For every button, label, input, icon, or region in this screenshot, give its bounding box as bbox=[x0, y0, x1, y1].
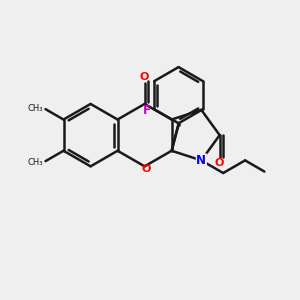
Text: O: O bbox=[215, 158, 224, 168]
Text: O: O bbox=[140, 72, 149, 82]
Text: F: F bbox=[143, 104, 151, 117]
Text: CH₃: CH₃ bbox=[28, 158, 43, 166]
Text: CH₃: CH₃ bbox=[28, 104, 43, 113]
Text: N: N bbox=[196, 154, 206, 167]
Text: O: O bbox=[141, 164, 151, 174]
